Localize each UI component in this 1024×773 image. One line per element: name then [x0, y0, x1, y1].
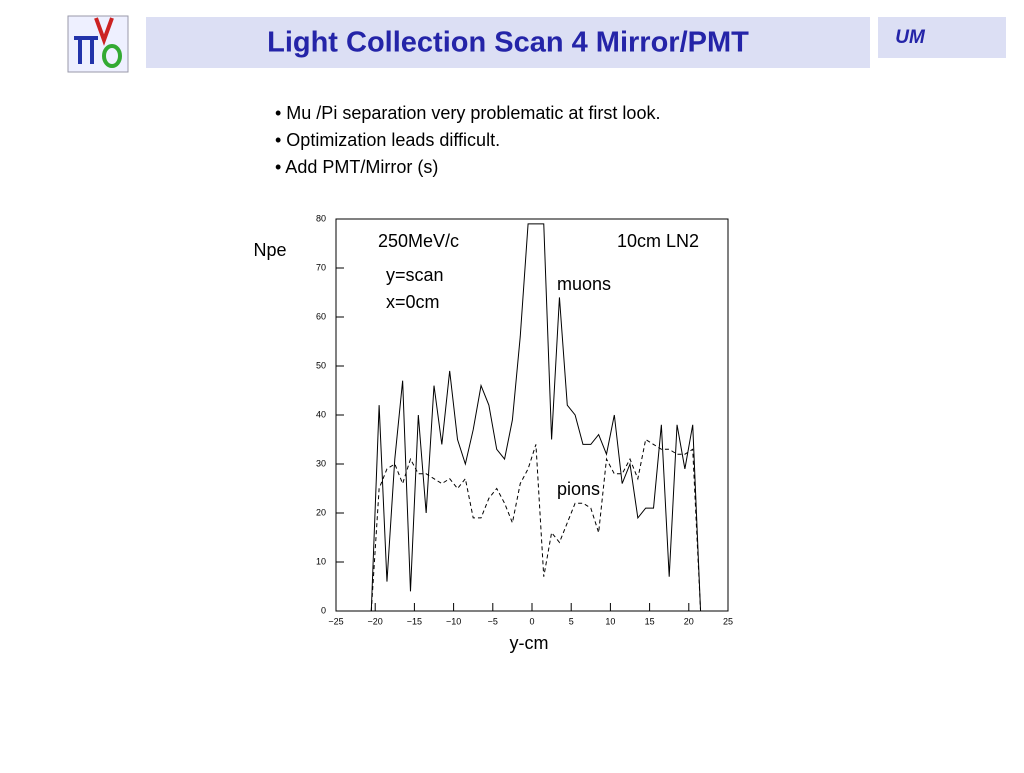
slide-title: Light Collection Scan 4 Mirror/PMT: [267, 27, 749, 59]
tag-box: [878, 17, 1006, 58]
annotation: x=0cm: [386, 292, 440, 312]
x-tick-label: −15: [407, 616, 422, 626]
y-tick-label: 30: [316, 458, 326, 468]
title-box: [146, 17, 870, 68]
x-tick-label: 25: [723, 616, 733, 626]
x-tick-label: 15: [645, 616, 655, 626]
bullets: • Mu /Pi separation very problematic at …: [275, 103, 660, 177]
annotation: 250MeV/c: [378, 231, 459, 251]
series-line: [370, 223, 702, 612]
y-tick-label: 0: [321, 605, 326, 615]
y-tick-label: 10: [316, 556, 326, 566]
x-tick-label: 20: [684, 616, 694, 626]
y-tick-label: 20: [316, 507, 326, 517]
chart: −25 −20 −15 −10 −5 0 5 10 15 20 25 0 10 20 30 40 50 60 70 8…: [253, 213, 733, 652]
series-line: [370, 438, 702, 612]
y-axis-label: Npe: [253, 240, 286, 260]
bullet: • Add PMT/Mirror (s): [275, 157, 438, 177]
x-tick-label: −10: [446, 616, 461, 626]
y-tick-label: 50: [316, 360, 326, 370]
tag: UM: [895, 27, 926, 48]
y-tick-label: 70: [316, 262, 326, 272]
series-name: muons: [557, 274, 611, 294]
x-tick-label: −20: [368, 616, 383, 626]
series-name: pions: [557, 479, 600, 499]
y-tick-label: 60: [316, 311, 326, 321]
x-tick-label: 0: [529, 616, 534, 626]
bullet: • Optimization leads difficult.: [275, 130, 500, 150]
y-tick-label: 40: [316, 409, 326, 419]
bullet: • Mu /Pi separation very problematic at …: [275, 103, 660, 123]
annotation: y=scan: [386, 265, 444, 285]
annotation: 10cm LN2: [617, 231, 699, 251]
x-axis-label: y-cm: [510, 633, 549, 653]
x-tick-label: −25: [328, 616, 343, 626]
logo: [67, 15, 129, 73]
x-tick-label: 5: [569, 616, 574, 626]
x-tick-label: 10: [605, 616, 615, 626]
x-tick-label: −5: [488, 616, 498, 626]
y-tick-label: 80: [316, 213, 326, 223]
